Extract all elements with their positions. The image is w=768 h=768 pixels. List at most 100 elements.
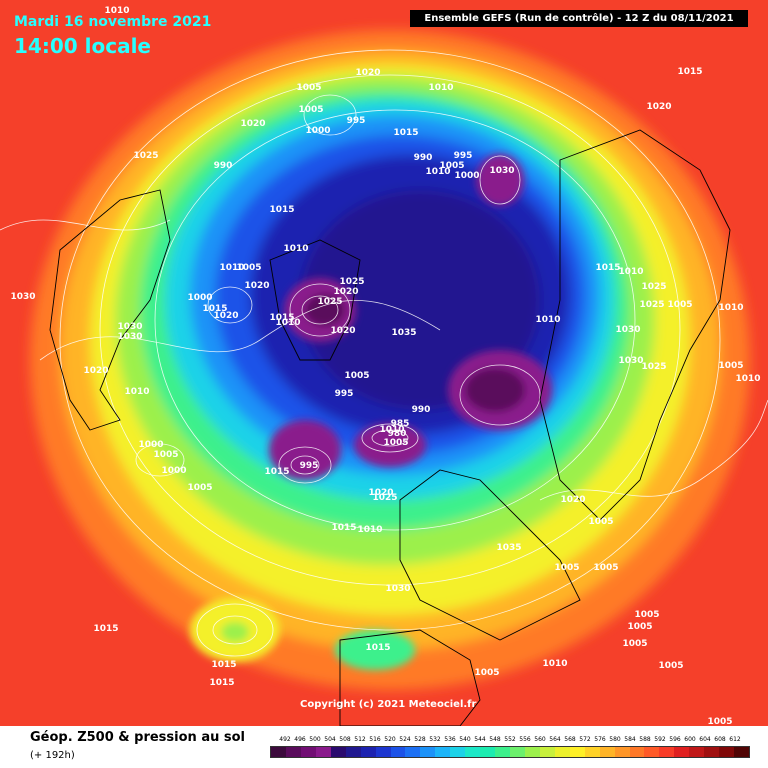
scale-swatch: [390, 747, 406, 757]
pressure-label: 1005: [439, 161, 464, 171]
pressure-label: 1025: [317, 297, 342, 307]
pressure-label: 1030: [489, 166, 514, 176]
isobar-11: [207, 286, 253, 324]
pressure-label: 1010: [357, 525, 382, 535]
scale-swatch: [450, 747, 466, 757]
core-siberia-inner: [465, 368, 525, 412]
pressure-label: 1010: [104, 6, 129, 16]
scale-value-label: 612: [729, 736, 741, 743]
pressure-label: 1015: [331, 523, 356, 533]
pressure-label: 1030: [10, 292, 35, 302]
pressure-label: 1020: [355, 68, 380, 78]
scale-swatch: [524, 747, 540, 757]
scale-value-label: 508: [339, 736, 351, 743]
pressure-label: 1005: [383, 438, 408, 448]
pressure-label: 1025: [641, 362, 666, 372]
pressure-label: 1005: [187, 483, 212, 493]
coast-north-america: [49, 189, 171, 431]
pressure-label: 1010: [618, 267, 643, 277]
pressure-label: 985: [391, 419, 410, 429]
scale-swatch: [465, 747, 481, 757]
isobar-12: [135, 443, 185, 477]
scale-swatch: [719, 747, 735, 757]
pressure-label: 1025: [641, 282, 666, 292]
scale-value-label: 588: [639, 736, 651, 743]
scale-value-label: 516: [369, 736, 381, 743]
scale-value-label: 536: [444, 736, 456, 743]
isobar-16: [212, 615, 258, 645]
copyright-text: Copyright (c) 2021 Meteociel.fr: [300, 699, 477, 710]
scale-swatch: [285, 747, 301, 757]
pressure-label: 995: [335, 389, 354, 399]
coast-greenland: [269, 239, 361, 361]
pressure-label: 1010: [275, 318, 300, 328]
scale-swatch: [360, 747, 376, 757]
scale-swatch: [734, 747, 749, 757]
scale-swatch: [315, 747, 331, 757]
scale-value-label: 560: [534, 736, 546, 743]
pressure-label: 1015: [202, 304, 227, 314]
pressure-label: 1025: [339, 277, 364, 287]
pressure-label: 1015: [269, 313, 294, 323]
pressure-label: 1020: [244, 281, 269, 291]
scale-value-label: 600: [684, 736, 696, 743]
legend-subtitle: (+ 192h): [30, 750, 75, 761]
pressure-label: 1035: [391, 328, 416, 338]
pressure-label: 1015: [365, 643, 390, 653]
pressure-label: 1005: [593, 563, 618, 573]
pressure-label: 980: [388, 429, 407, 439]
scale-value-label: 604: [699, 736, 711, 743]
pressure-label: 1035: [496, 543, 521, 553]
scale-swatch: [689, 747, 705, 757]
scale-swatch: [330, 747, 346, 757]
pressure-label: 1005: [296, 83, 321, 93]
coast-europe: [399, 469, 581, 641]
pressure-label: 1005: [474, 668, 499, 678]
isobar-4: [289, 283, 351, 337]
scale-value-label: 552: [504, 736, 516, 743]
pressure-label: 1020: [213, 311, 238, 321]
scale-value-label: 572: [579, 736, 591, 743]
pressure-label: 1010: [379, 425, 404, 435]
scale-swatch: [405, 747, 421, 757]
pressure-label: 1010: [542, 659, 567, 669]
pressure-label: 1025: [133, 151, 158, 161]
pressure-label: 1010: [428, 83, 453, 93]
core-arctic: [476, 154, 524, 206]
isobar-19: [0, 219, 171, 231]
coast-asia: [539, 129, 731, 521]
core-atlantic: [269, 420, 341, 480]
legend-title: Géop. Z500 & pression au sol: [30, 730, 245, 745]
pressure-label: 1010: [124, 387, 149, 397]
pressure-label: 1010: [718, 303, 743, 313]
scale-swatch: [704, 747, 720, 757]
scale-value-label: 492: [279, 736, 291, 743]
pressure-label: 1030: [615, 325, 640, 335]
pressure-label: 1005: [707, 717, 732, 726]
pressure-label: 1005: [588, 517, 613, 527]
scale-value-label: 568: [564, 736, 576, 743]
scale-value-label: 512: [354, 736, 366, 743]
scale-value-label: 544: [474, 736, 486, 743]
scale-swatch: [659, 747, 675, 757]
coastlines: [49, 129, 731, 726]
scale-swatch: [480, 747, 496, 757]
scale-value-label: 580: [609, 736, 621, 743]
scale-value-label: 540: [459, 736, 471, 743]
scale-value-label: 556: [519, 736, 531, 743]
pressure-label: 1005: [627, 622, 652, 632]
pressure-label: 1005: [236, 263, 261, 273]
pressure-label: 1020: [240, 119, 265, 129]
scale-value-label: 504: [324, 736, 336, 743]
pressure-label: 1015: [211, 660, 236, 670]
isobars: [0, 49, 768, 657]
pressure-label: 1015: [393, 128, 418, 138]
scale-value-label: 520: [384, 736, 396, 743]
pressure-label: 1005: [153, 450, 178, 460]
pressure-label: 1020: [333, 287, 358, 297]
scale-swatch: [420, 747, 436, 757]
isobar-18: [539, 399, 768, 501]
scale-value-label: 528: [414, 736, 426, 743]
